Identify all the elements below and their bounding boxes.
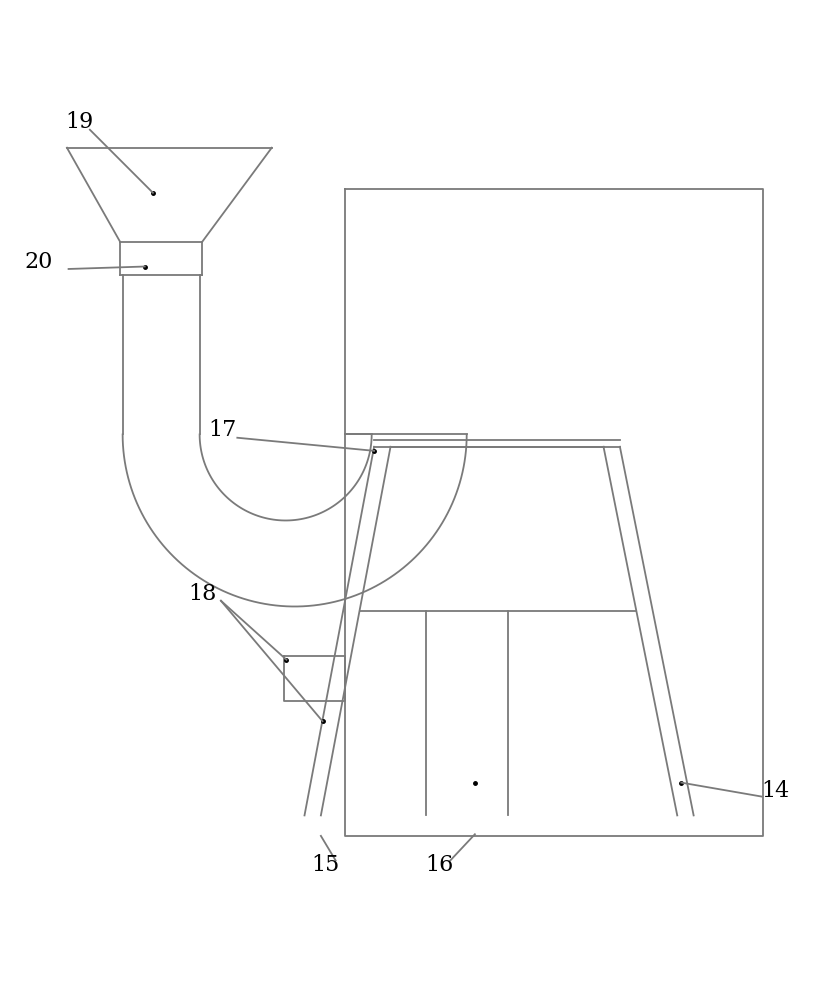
Text: 15: 15	[311, 854, 339, 876]
Text: 16: 16	[426, 854, 454, 876]
Text: 20: 20	[24, 251, 53, 273]
Text: 17: 17	[209, 419, 237, 441]
Text: 18: 18	[188, 583, 216, 605]
Text: 19: 19	[65, 111, 94, 133]
Text: 14: 14	[761, 780, 790, 802]
